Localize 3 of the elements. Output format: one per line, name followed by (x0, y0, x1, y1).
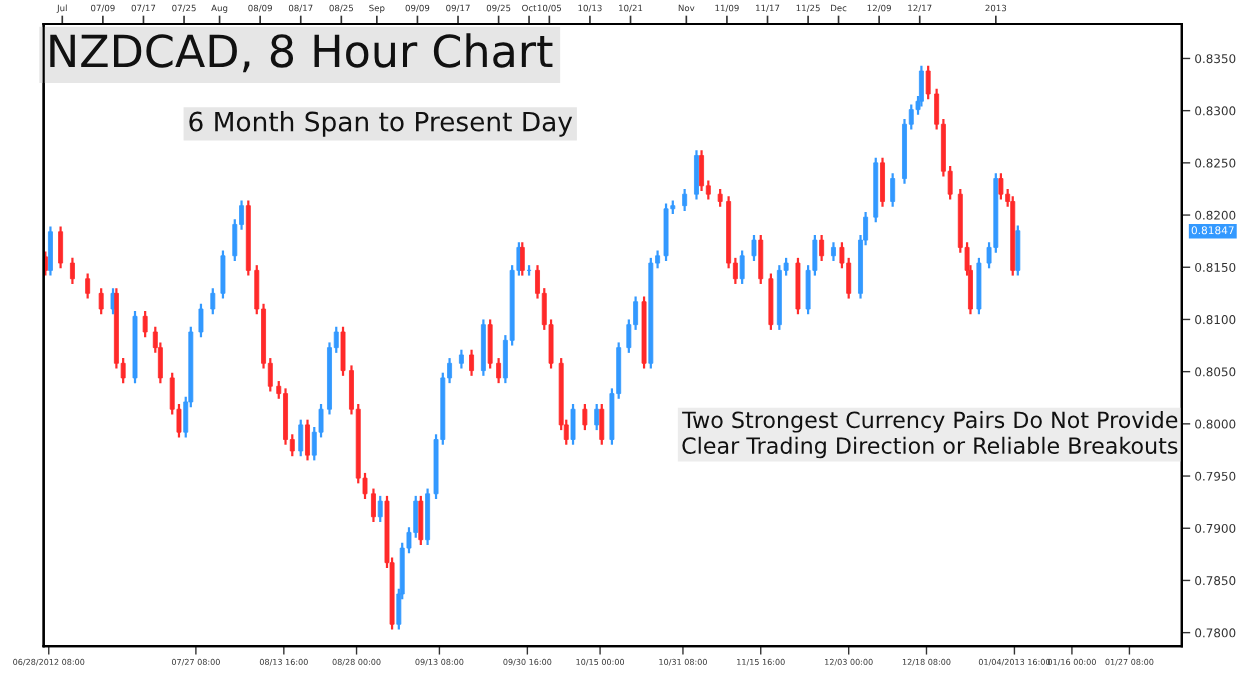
annotation: Two Strongest Currency Pairs Do Not Provide Clear Trading Direction or Reliable Breakouts (682, 411, 1178, 459)
text: 6 Month Span to Present Day (189, 111, 573, 137)
chart-title: NZDCAD, 8 Hour Chart (50, 33, 553, 73)
